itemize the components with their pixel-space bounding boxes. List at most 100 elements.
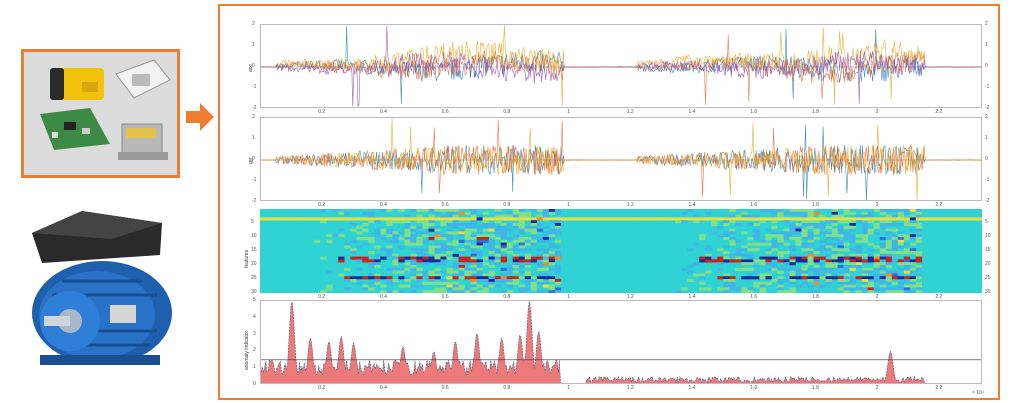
heatmap-cell	[855, 259, 862, 263]
heatmap-cell	[837, 256, 844, 260]
heatmap-cell	[548, 287, 556, 291]
heatmap-cell	[741, 248, 748, 252]
heatmap-cell	[801, 214, 808, 218]
heatmap-cell	[512, 217, 519, 221]
heatmap-cell	[711, 223, 718, 227]
heatmap-cell	[494, 217, 501, 221]
heatmap-cell	[548, 220, 556, 224]
heatmap-cell	[609, 217, 616, 221]
heatmap-cell	[765, 248, 772, 252]
heatmap-cell	[416, 273, 423, 277]
heatmap-cell	[548, 256, 556, 260]
heatmap-cell	[891, 217, 899, 221]
heatmap-cell	[482, 290, 489, 293]
x-tick-label: 1	[567, 109, 570, 115]
heatmap-cell	[404, 262, 411, 266]
heatmap-cell	[747, 237, 754, 241]
y-tick-label: 1	[252, 42, 255, 48]
heatmap-cell	[867, 290, 874, 293]
heatmap-cell	[867, 228, 874, 232]
heatmap-cell	[765, 242, 772, 246]
heatmap-cell	[536, 279, 544, 283]
heatmap-cell	[488, 223, 495, 227]
heatmap-cell	[879, 225, 886, 229]
heatmap-cell	[873, 276, 880, 280]
heatmap-cell	[795, 209, 802, 213]
heatmap-cell	[470, 279, 477, 283]
heatmap-cell	[554, 209, 562, 213]
heatmap-cell	[897, 267, 905, 271]
heatmap-cell	[458, 251, 465, 255]
heatmap-cell	[747, 276, 754, 280]
heatmap-cell	[386, 248, 393, 252]
heatmap-cell	[687, 265, 694, 269]
heatmap-cell	[867, 211, 874, 215]
heatmap-cell	[464, 211, 471, 215]
heatmap-cell	[392, 253, 399, 257]
heatmap-cell	[831, 214, 838, 218]
heatmap-cell	[464, 262, 471, 266]
heatmap-cell	[741, 217, 748, 221]
heatmap-cell	[759, 217, 766, 221]
heatmap-cell	[356, 259, 363, 263]
heatmap-cell	[440, 253, 447, 257]
heatmap-cell	[825, 281, 832, 285]
heatmap-cell	[542, 267, 550, 271]
heatmap-cell	[584, 217, 592, 221]
heatmap-cell	[428, 223, 435, 227]
heatmap-cell	[873, 265, 880, 269]
heatmap-cell	[548, 284, 556, 288]
heatmap-cell	[488, 279, 495, 283]
heatmap-cell	[801, 273, 808, 277]
heatmap-cell	[879, 248, 886, 252]
heatmap-cell	[482, 262, 489, 266]
heatmap-cell	[452, 273, 459, 277]
heatmap-cell	[819, 273, 826, 277]
heatmap-cell	[470, 290, 477, 293]
y-tick-label-right: 1	[985, 42, 988, 48]
heatmap-cell	[903, 234, 911, 238]
heatmap-cell	[458, 276, 465, 280]
heatmap-cell	[452, 262, 459, 266]
heatmap-cell	[398, 290, 405, 293]
heatmap-cell	[488, 242, 495, 246]
heatmap-cell	[747, 290, 754, 293]
heatmap-cell	[470, 259, 477, 263]
heatmap-cell	[422, 259, 429, 263]
heatmap-cell	[867, 276, 874, 280]
heatmap-cell	[903, 279, 911, 283]
heatmap-cell	[723, 256, 730, 260]
heatmap-cell	[440, 234, 447, 238]
heatmap-cell	[615, 217, 622, 221]
x-tick-label: 1.6	[750, 385, 758, 391]
heatmap-cell	[849, 217, 856, 221]
heatmap-cell	[783, 251, 790, 255]
heatmap-cell	[795, 228, 802, 232]
heatmap-cell	[428, 209, 435, 213]
heatmap-cell	[843, 290, 850, 293]
heatmap-cell	[849, 284, 856, 288]
heatmap-cell	[927, 217, 935, 221]
heatmap-cell	[410, 248, 417, 252]
heatmap-cell	[753, 259, 760, 263]
heatmap-cell	[368, 237, 375, 241]
heatmap-cell	[428, 281, 435, 285]
heatmap-cell	[753, 217, 760, 221]
heatmap-cell	[783, 279, 790, 283]
heatmap-cell	[494, 231, 501, 235]
heatmap-cell	[729, 284, 736, 288]
heatmap-cell	[819, 262, 826, 266]
heatmap-cell	[771, 209, 778, 213]
heatmap-cell	[350, 217, 357, 221]
heatmap-cell	[753, 265, 760, 269]
heatmap-cell	[488, 251, 495, 255]
heatmap-cell	[458, 267, 465, 271]
heatmap-cell	[861, 239, 868, 243]
heatmap-cell	[464, 287, 471, 291]
heatmap-cell	[554, 270, 562, 274]
heatmap-cell	[777, 209, 784, 213]
heatmap-cell	[687, 209, 694, 213]
heatmap-cell	[410, 259, 417, 263]
heatmap-cell	[452, 265, 459, 269]
heatmap-cell	[530, 259, 538, 263]
